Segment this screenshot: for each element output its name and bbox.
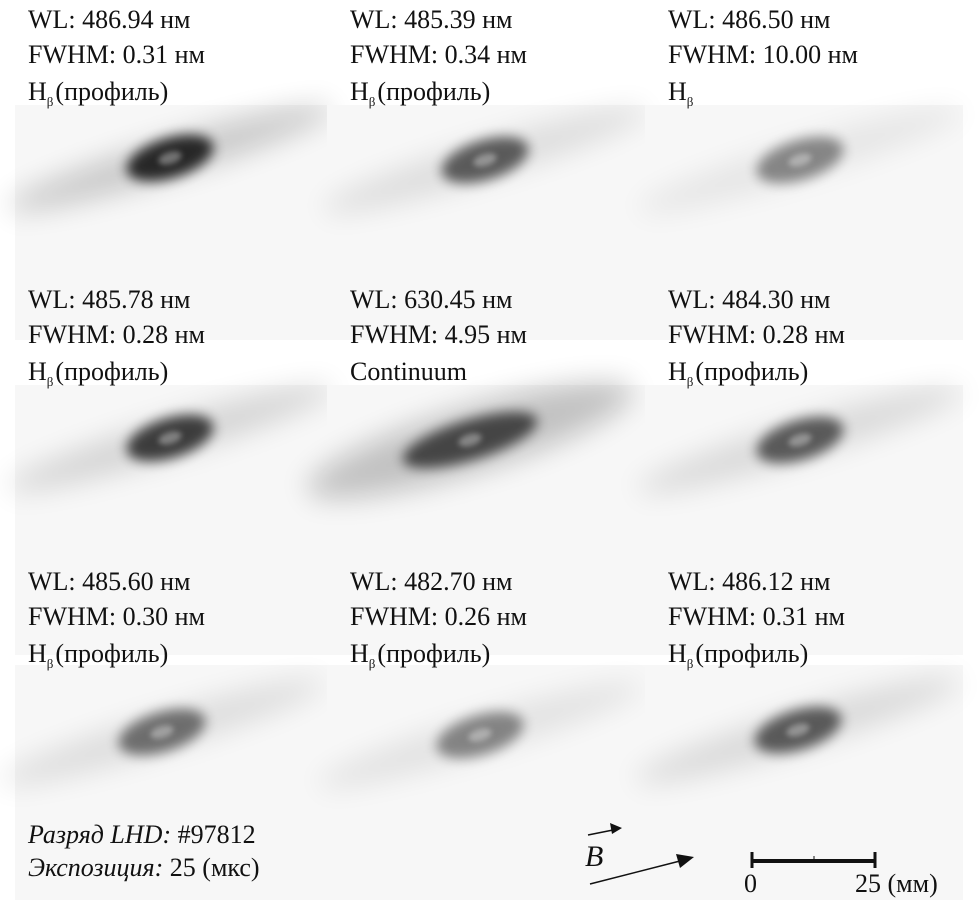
- line-base: H: [350, 77, 369, 106]
- line-rest: (профиль): [55, 357, 168, 386]
- panel: WL: 630.45 нм FWHM: 4.95 нм Continuum: [298, 285, 645, 655]
- wavelength: WL: 484.30 нм: [668, 285, 831, 314]
- line-label: Hβ: [668, 77, 694, 109]
- panel: WL: 485.78 нм FWHM: 0.28 нм Hβ(профиль): [2, 285, 339, 655]
- line-label: Hβ(профиль): [28, 77, 168, 109]
- scale-end: 25 (мм): [855, 869, 938, 898]
- wavelength: WL: 486.50 нм: [668, 5, 831, 34]
- line-sub: β: [47, 94, 54, 109]
- exposure-value: 25 (мкс): [170, 853, 260, 882]
- line-sub: β: [687, 374, 694, 389]
- line-sub: β: [369, 656, 376, 671]
- line-sub: β: [47, 374, 54, 389]
- line-base: H: [350, 639, 369, 668]
- fwhm: FWHM: 0.31 нм: [28, 40, 205, 69]
- line-base: H: [28, 639, 47, 668]
- line-rest: (профиль): [55, 77, 168, 106]
- line-label: Continuum: [350, 357, 467, 386]
- fwhm: FWHM: 0.28 нм: [668, 320, 845, 349]
- line-label: Hβ(профиль): [28, 357, 168, 389]
- exposure: Экспозиция: 25 (мкс): [28, 853, 260, 882]
- fwhm: FWHM: 0.28 нм: [28, 320, 205, 349]
- fwhm: FWHM: 0.26 нм: [350, 602, 527, 631]
- fwhm: FWHM: 4.95 нм: [350, 320, 527, 349]
- line-rest: (профиль): [377, 639, 490, 668]
- line-base: H: [668, 357, 687, 386]
- line-sub: β: [47, 656, 54, 671]
- line-rest: (профиль): [695, 639, 808, 668]
- discharge-label: Разряд LHD:: [27, 820, 171, 849]
- line-rest: (профиль): [55, 639, 168, 668]
- fwhm: FWHM: 0.34 нм: [350, 40, 527, 69]
- line-base: H: [28, 77, 47, 106]
- line-base: H: [28, 357, 47, 386]
- line-base: Continuum: [350, 357, 467, 386]
- line-sub: β: [687, 656, 694, 671]
- figure: WL: 486.94 нмFWHM: 0.31 нмHβ(профиль)WL:…: [0, 0, 979, 900]
- wavelength: WL: 486.12 нм: [668, 567, 831, 596]
- wavelength: WL: 485.78 нм: [28, 285, 191, 314]
- field-label: B: [585, 840, 603, 873]
- line-label: Hβ(профиль): [668, 357, 808, 389]
- discharge: Разряд LHD: #97812: [27, 820, 256, 849]
- line-sub: β: [687, 94, 694, 109]
- fwhm: FWHM: 0.30 нм: [28, 602, 205, 631]
- line-rest: (профиль): [695, 357, 808, 386]
- line-base: H: [668, 77, 687, 106]
- fwhm: FWHM: 0.31 нм: [668, 602, 845, 631]
- wavelength: WL: 482.70 нм: [350, 567, 513, 596]
- scale-start: 0: [744, 869, 757, 898]
- line-base: H: [668, 639, 687, 668]
- fwhm: FWHM: 10.00 нм: [668, 40, 858, 69]
- line-rest: (профиль): [377, 77, 490, 106]
- wavelength: WL: 485.39 нм: [350, 5, 513, 34]
- line-label: Hβ(профиль): [350, 77, 490, 109]
- wavelength: WL: 630.45 нм: [350, 285, 513, 314]
- wavelength: WL: 485.60 нм: [28, 567, 191, 596]
- wavelength: WL: 486.94 нм: [28, 5, 191, 34]
- panel: WL: 484.30 нм FWHM: 0.28 нм Hβ(профиль): [632, 285, 969, 655]
- line-sub: β: [369, 94, 376, 109]
- exposure-label: Экспозиция:: [28, 853, 163, 882]
- discharge-value: #97812: [178, 820, 256, 849]
